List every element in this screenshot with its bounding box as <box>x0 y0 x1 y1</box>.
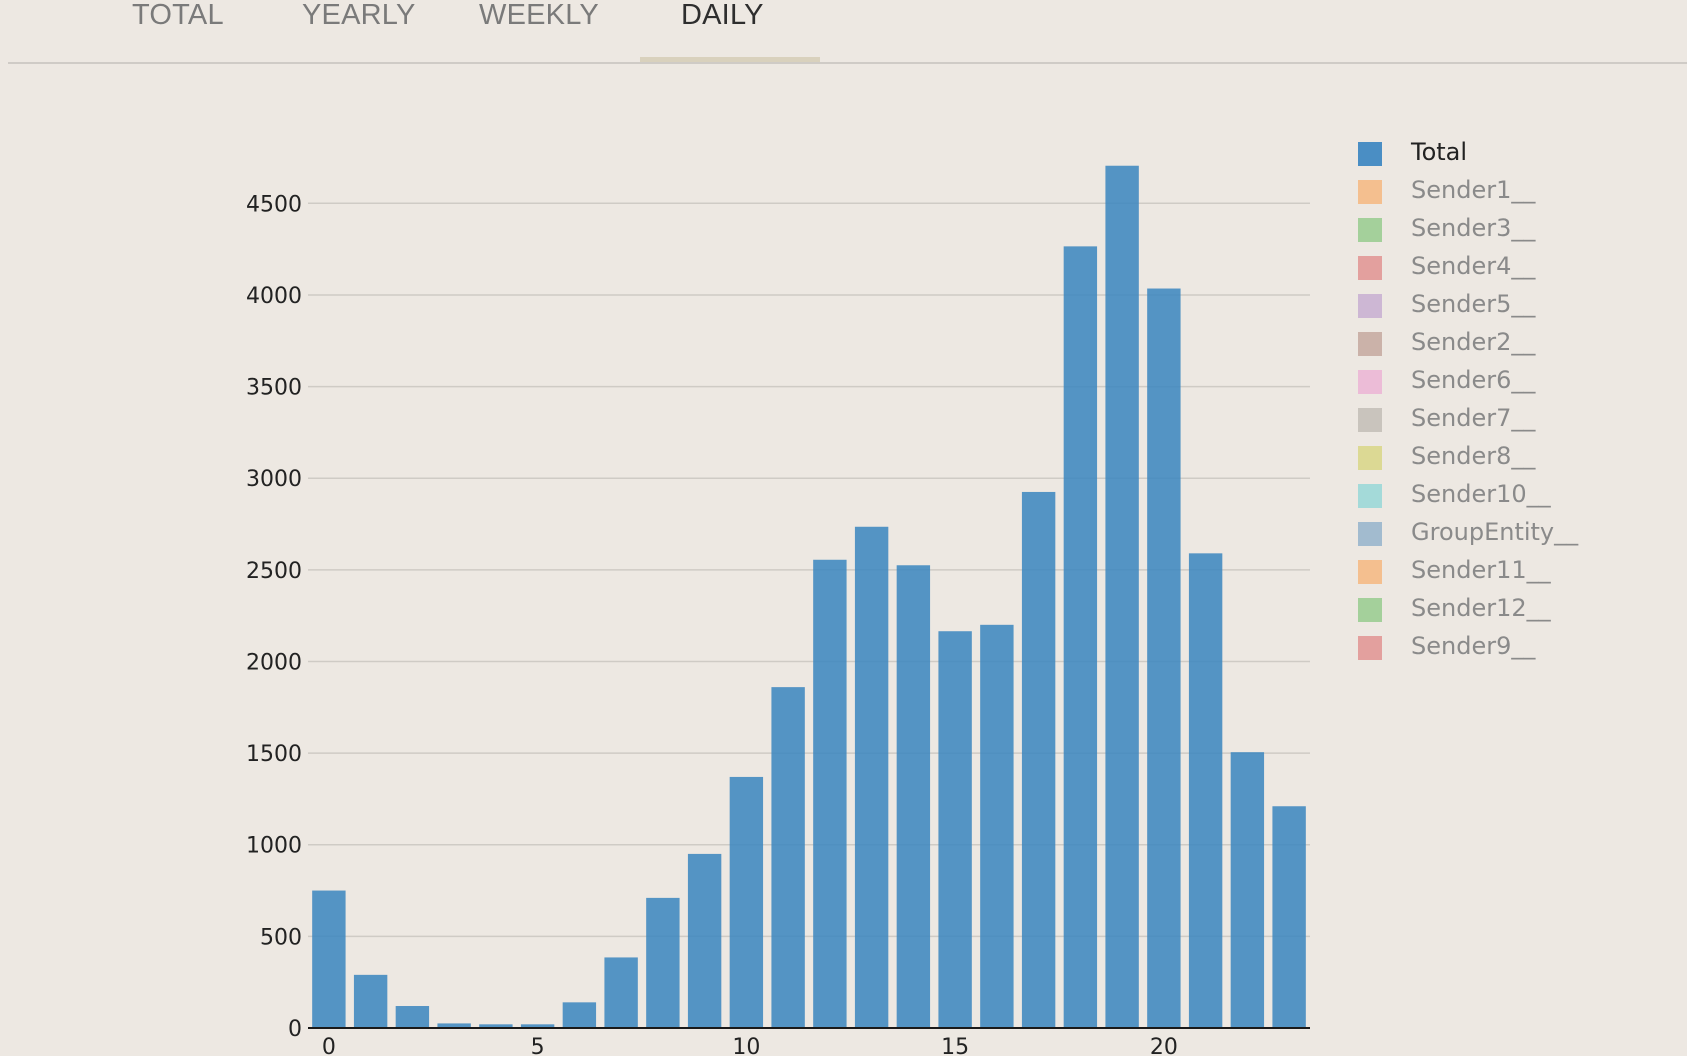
legend-item[interactable]: Sender3__ <box>1358 210 1658 248</box>
legend-item[interactable]: Sender7__ <box>1358 400 1658 438</box>
bar <box>604 957 638 1028</box>
legend-item[interactable]: Sender4__ <box>1358 248 1658 286</box>
bar <box>687 853 722 1028</box>
legend-label: Sender5__ <box>1411 290 1536 318</box>
x-tick-label: 20 <box>1150 1035 1178 1056</box>
x-tick-label: 15 <box>941 1035 969 1056</box>
legend-item[interactable]: Sender5__ <box>1358 286 1658 324</box>
legend-item[interactable]: Sender10__ <box>1358 476 1658 514</box>
bar <box>646 897 680 1028</box>
legend-item[interactable]: GroupEntity__ <box>1358 514 1658 552</box>
legend-item[interactable]: Sender8__ <box>1358 438 1658 476</box>
legend-label: Sender7__ <box>1411 404 1536 432</box>
legend-swatch <box>1358 294 1382 318</box>
legend-label: Sender8__ <box>1411 442 1536 470</box>
y-tick-label: 4500 <box>246 192 302 217</box>
bar <box>1021 491 1056 1028</box>
legend-item[interactable]: Sender2__ <box>1358 324 1658 362</box>
legend-item[interactable]: Sender6__ <box>1358 362 1658 400</box>
legend-swatch <box>1358 484 1382 508</box>
bar <box>479 1024 513 1028</box>
bar <box>771 687 805 1028</box>
legend-swatch <box>1358 332 1382 356</box>
legend-item[interactable]: Sender1__ <box>1358 172 1658 210</box>
legend-swatch <box>1358 560 1382 584</box>
bar <box>896 565 931 1028</box>
legend-label: Sender4__ <box>1411 252 1536 280</box>
bar <box>729 776 764 1028</box>
tab-total[interactable]: TOTAL <box>132 0 224 31</box>
y-tick-label: 3500 <box>246 376 302 401</box>
bar <box>562 1002 597 1028</box>
bar <box>938 631 972 1028</box>
legend-swatch <box>1358 446 1382 470</box>
y-tick-label: 3000 <box>246 467 302 492</box>
y-tick-label: 4000 <box>246 284 302 309</box>
bar <box>437 1023 471 1028</box>
bar <box>520 1024 555 1028</box>
legend-swatch <box>1358 522 1382 546</box>
legend-item[interactable]: Sender9__ <box>1358 628 1658 666</box>
legend-swatch <box>1358 598 1382 622</box>
legend-label: Sender6__ <box>1411 366 1536 394</box>
legend-swatch <box>1358 256 1382 280</box>
legend-swatch <box>1358 142 1382 166</box>
y-tick-label: 2000 <box>246 650 302 675</box>
bar <box>1188 553 1223 1028</box>
tab-bar: TOTAL YEARLY WEEKLY DAILY <box>8 0 1687 64</box>
x-tick-label: 10 <box>732 1035 760 1056</box>
bar <box>1063 246 1098 1028</box>
y-tick-label: 500 <box>260 925 302 950</box>
tab-yearly[interactable]: YEARLY <box>302 0 416 31</box>
bar <box>1230 752 1265 1028</box>
legend-label: Total <box>1411 138 1468 166</box>
legend-swatch <box>1358 370 1382 394</box>
legend-item[interactable]: Total <box>1358 134 1658 172</box>
bar <box>312 890 346 1028</box>
y-tick-label: 1500 <box>246 742 302 767</box>
x-tick-label: 5 <box>531 1035 545 1056</box>
y-tick-label: 0 <box>288 1017 302 1042</box>
legend-label: Sender2__ <box>1411 328 1536 356</box>
legend-item[interactable]: Sender12__ <box>1358 590 1658 628</box>
legend-swatch <box>1358 218 1382 242</box>
active-tab-indicator <box>640 57 820 62</box>
tab-daily[interactable]: DAILY <box>681 0 764 31</box>
legend-swatch <box>1358 636 1382 660</box>
x-tick-label: 0 <box>322 1035 336 1056</box>
legend-label: Sender10__ <box>1411 480 1551 508</box>
legend-label: Sender12__ <box>1411 594 1551 622</box>
legend-label: Sender11__ <box>1411 556 1551 584</box>
bar <box>813 559 847 1028</box>
y-tick-label: 1000 <box>246 834 302 859</box>
bar <box>353 974 388 1028</box>
tab-weekly[interactable]: WEEKLY <box>479 0 599 31</box>
legend-swatch <box>1358 408 1382 432</box>
bar <box>1272 806 1306 1028</box>
legend-item[interactable]: Sender11__ <box>1358 552 1658 590</box>
y-tick-label: 2500 <box>246 559 302 584</box>
legend-label: Sender9__ <box>1411 632 1536 660</box>
bar <box>854 526 889 1028</box>
legend-swatch <box>1358 180 1382 204</box>
bar <box>1147 288 1181 1028</box>
bar <box>980 624 1014 1028</box>
bar <box>395 1006 430 1028</box>
legend-label: GroupEntity__ <box>1411 518 1579 546</box>
bar <box>1105 165 1139 1029</box>
legend-label: Sender3__ <box>1411 214 1536 242</box>
legend-label: Sender1__ <box>1411 176 1536 204</box>
